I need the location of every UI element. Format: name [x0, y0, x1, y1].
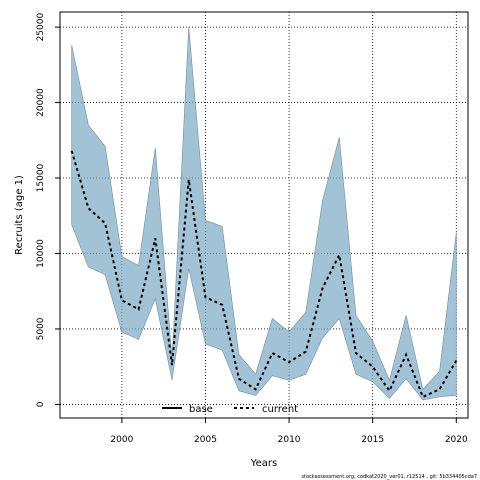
x-tick-label-2005: 2005 [194, 435, 217, 445]
x-tick-label-2000: 2000 [110, 435, 133, 445]
x-tick-label-2020: 2020 [445, 435, 468, 445]
legend-label-current: current [262, 404, 298, 415]
y-tick-label-15000: 15000 [36, 163, 46, 192]
footer-credit: stockassessment.org, codkat2020_ver01, r… [301, 474, 477, 480]
legend: base current [162, 404, 298, 415]
confidence-band [71, 27, 457, 401]
y-tick-label-5000: 5000 [36, 317, 46, 340]
y-tick-label-10000: 10000 [36, 239, 46, 268]
series-line-current [70, 150, 458, 399]
y-tick-label-0: 0 [36, 401, 46, 407]
x-tick-label-2010: 2010 [278, 435, 301, 445]
legend-label-base: base [189, 404, 213, 415]
y-axis: 0 5000 10000 15000 20000 25000 [36, 13, 60, 407]
plot-frame [59, 11, 469, 419]
y-tick-label-25000: 25000 [36, 13, 46, 42]
y-tick-label-20000: 20000 [36, 88, 46, 117]
x-axis: 2000 2005 2010 2015 2020 [110, 418, 468, 445]
x-axis-title: Years [250, 458, 277, 469]
y-axis-title: Recruits (age 1) [14, 175, 25, 255]
x-tick-label-2015: 2015 [361, 435, 384, 445]
grid-lines [60, 12, 468, 418]
